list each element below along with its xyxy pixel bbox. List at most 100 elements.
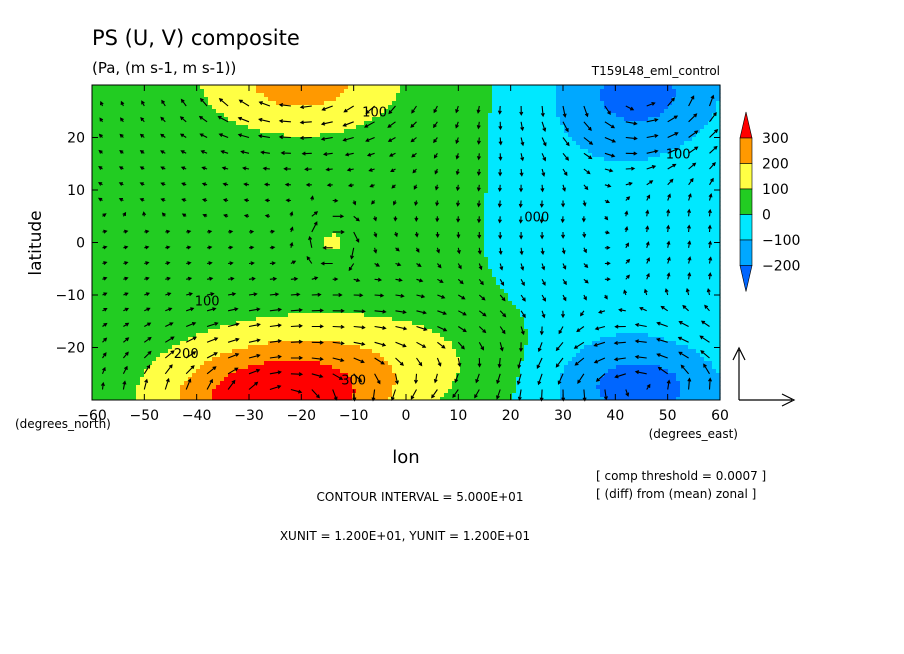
field-cell (400, 97, 405, 102)
field-cell (104, 177, 109, 182)
field-cell (436, 89, 441, 94)
field-cell (100, 97, 105, 102)
field-cell (208, 89, 213, 94)
field-cell (92, 129, 97, 134)
field-cell (716, 165, 721, 170)
field-cell (676, 201, 681, 206)
field-cell (296, 129, 301, 134)
field-cell (252, 89, 257, 94)
field-cell (496, 137, 501, 142)
field-cell (132, 125, 137, 130)
field-cell (136, 165, 141, 170)
field-cell (200, 173, 205, 178)
field-cell (652, 177, 657, 182)
field-cell (712, 177, 717, 182)
field-cell (104, 189, 109, 194)
field-cell (476, 209, 481, 214)
field-cell (488, 145, 493, 150)
field-cell (612, 189, 617, 194)
field-cell (264, 153, 269, 158)
field-cell (360, 197, 365, 202)
field-cell (416, 153, 421, 158)
field-cell (712, 157, 717, 162)
field-cell (516, 185, 521, 190)
field-cell (264, 129, 269, 134)
field-cell (152, 105, 157, 110)
field-cell (216, 161, 221, 166)
field-cell (216, 185, 221, 190)
field-cell (660, 197, 665, 202)
field-cell (160, 97, 165, 102)
field-cell (380, 113, 385, 118)
field-cell (468, 169, 473, 174)
field-cell (676, 121, 681, 126)
field-cell (212, 141, 217, 146)
field-cell (104, 133, 109, 138)
field-cell (648, 201, 653, 206)
field-cell (496, 105, 501, 110)
field-cell (624, 129, 629, 134)
field-cell (340, 145, 345, 150)
field-cell (184, 201, 189, 206)
field-cell (628, 145, 633, 150)
field-cell (508, 205, 513, 210)
field-cell (408, 189, 413, 194)
field-cell (708, 109, 713, 114)
field-cell (488, 117, 493, 122)
field-cell (376, 197, 381, 202)
field-cell (204, 197, 209, 202)
field-cell (580, 165, 585, 170)
field-cell (96, 145, 101, 150)
field-cell (232, 121, 237, 126)
field-cell (532, 137, 537, 142)
field-cell (484, 93, 489, 98)
field-cell (440, 145, 445, 150)
field-cell (504, 89, 509, 94)
field-cell (176, 101, 181, 106)
field-cell (664, 149, 669, 154)
field-cell (388, 105, 393, 110)
field-cell (384, 109, 389, 114)
field-cell (264, 141, 269, 146)
field-cell (140, 209, 145, 214)
field-cell (364, 209, 369, 214)
field-cell (236, 185, 241, 190)
field-cell (644, 129, 649, 134)
field-cell (508, 177, 513, 182)
field-cell (640, 101, 645, 106)
field-cell (420, 109, 425, 114)
field-cell (236, 125, 241, 130)
field-cell (124, 117, 129, 122)
field-cell (348, 209, 353, 214)
field-cell (556, 113, 561, 118)
field-cell (224, 165, 229, 170)
field-cell (200, 205, 205, 210)
field-cell (120, 121, 125, 126)
field-cell (348, 177, 353, 182)
field-cell (384, 93, 389, 98)
field-cell (268, 149, 273, 154)
field-cell (208, 201, 213, 206)
field-cell (192, 129, 197, 134)
field-cell (232, 105, 237, 110)
field-cell (136, 121, 141, 126)
field-cell (552, 137, 557, 142)
field-cell (272, 121, 277, 126)
field-cell (380, 133, 385, 138)
field-cell (264, 197, 269, 202)
field-cell (244, 89, 249, 94)
field-cell (256, 89, 261, 94)
field-cell (600, 185, 605, 190)
field-cell (596, 85, 601, 90)
field-cell (552, 105, 557, 110)
field-cell (168, 129, 173, 134)
field-cell (680, 89, 685, 94)
field-cell (432, 97, 437, 102)
field-cell (592, 117, 597, 122)
field-cell (380, 197, 385, 202)
field-cell (248, 185, 253, 190)
field-cell (696, 97, 701, 102)
field-cell (640, 173, 645, 178)
field-cell (116, 189, 121, 194)
field-cell (596, 117, 601, 122)
